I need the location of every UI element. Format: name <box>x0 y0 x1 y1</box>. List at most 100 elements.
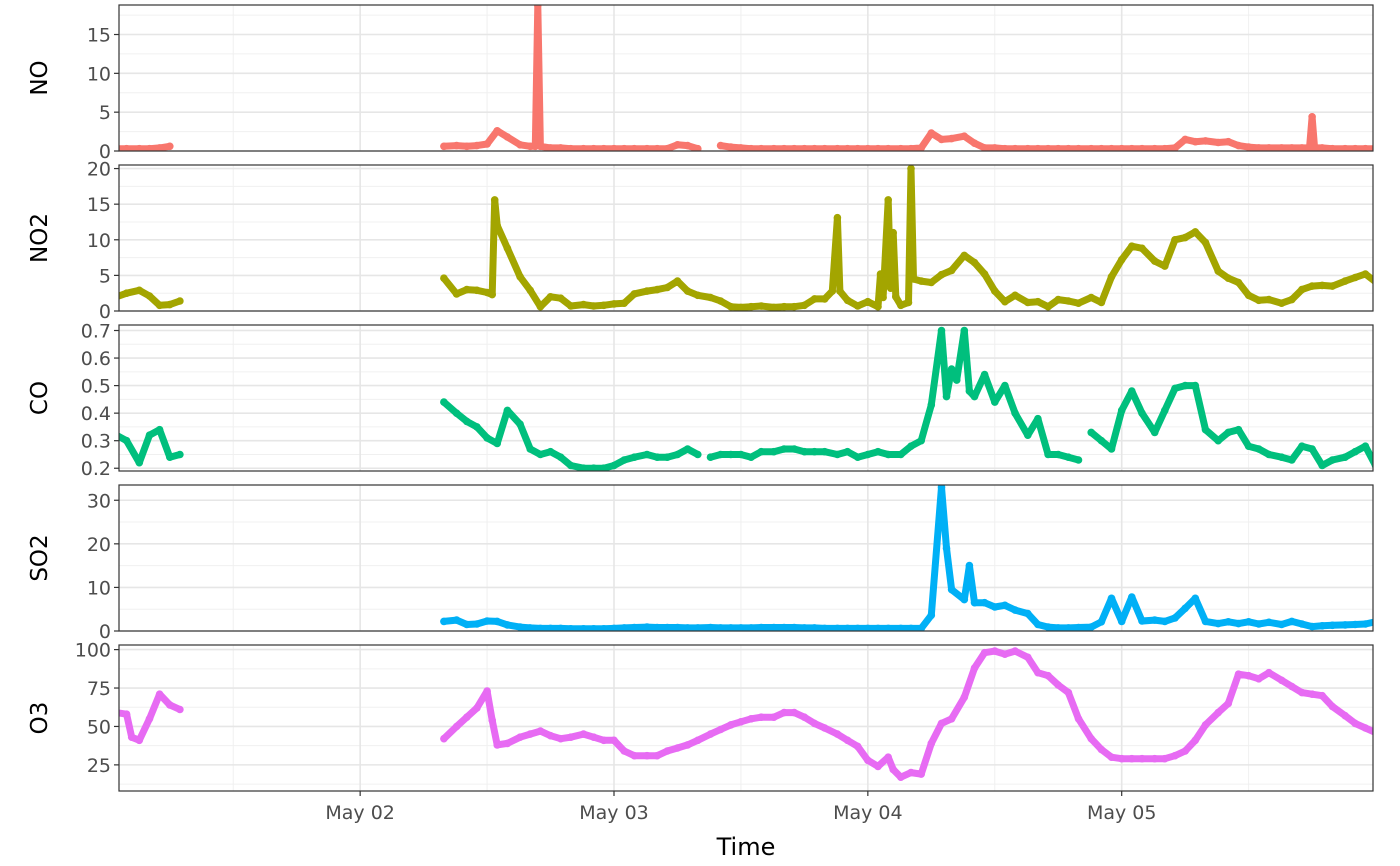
data-point <box>1064 688 1073 697</box>
data-point <box>706 293 715 302</box>
data-point <box>1161 617 1169 626</box>
data-point <box>1328 282 1337 290</box>
data-point <box>820 295 829 303</box>
facet-panels: 051015NO05101520NO20.20.30.40.50.60.7CO0… <box>27 4 1374 792</box>
data-point <box>600 625 608 631</box>
data-point <box>620 299 628 308</box>
data-point <box>727 721 735 729</box>
data-point <box>1224 274 1233 283</box>
data-point <box>810 719 819 728</box>
data-point <box>937 270 946 279</box>
data-point <box>536 624 545 631</box>
data-point <box>610 144 618 151</box>
data-point <box>800 144 809 151</box>
data-point <box>643 450 651 459</box>
data-point <box>620 624 628 631</box>
data-point <box>1171 144 1179 151</box>
data-point <box>1064 144 1073 151</box>
data-point <box>1011 144 1019 151</box>
data-point <box>1064 624 1073 631</box>
data-point <box>947 134 956 143</box>
panel-background <box>119 325 1373 471</box>
data-point <box>1201 137 1210 145</box>
data-point <box>673 744 682 752</box>
data-point <box>780 708 788 717</box>
data-point <box>1351 447 1359 456</box>
data-point <box>1128 242 1136 250</box>
x-axis: May 02 May 03 May 04 May 05 <box>325 791 1156 824</box>
data-point <box>1328 456 1337 464</box>
data-point <box>1191 736 1200 745</box>
data-point <box>1234 425 1243 434</box>
data-point <box>1024 144 1032 151</box>
data-point <box>810 295 819 303</box>
data-point <box>440 274 448 283</box>
data-point <box>579 300 588 309</box>
data-point <box>516 273 524 281</box>
data-point <box>1361 144 1370 151</box>
data-point <box>145 292 154 300</box>
data-point <box>716 450 725 459</box>
data-point <box>1107 273 1116 281</box>
data-point <box>1318 461 1326 470</box>
y-tick-label: 5 <box>99 265 111 287</box>
data-point <box>1277 299 1286 308</box>
data-point <box>727 302 735 311</box>
data-point <box>884 450 892 459</box>
data-point <box>1308 113 1316 121</box>
data-point <box>1044 450 1052 459</box>
data-point <box>1117 617 1126 626</box>
facet-panel-so2: 0 10 20 30 SO2 <box>27 484 1374 643</box>
data-point <box>980 370 989 379</box>
data-point <box>947 585 956 594</box>
data-point <box>874 762 882 771</box>
data-point <box>960 693 969 702</box>
data-point <box>1318 691 1326 700</box>
data-point <box>980 144 989 151</box>
data-point <box>864 144 872 151</box>
data-point <box>694 291 702 300</box>
data-point <box>1024 653 1032 662</box>
data-point <box>1128 593 1136 601</box>
data-point <box>122 710 131 718</box>
data-point <box>1074 299 1083 308</box>
data-point <box>927 278 936 287</box>
data-point <box>493 741 502 749</box>
y-tick-label: 10 <box>87 63 111 85</box>
data-point <box>1201 721 1210 729</box>
data-point <box>800 624 809 631</box>
data-point <box>897 450 905 459</box>
data-point <box>1224 699 1233 708</box>
y-axis-title: SO2 <box>27 534 53 581</box>
data-point <box>907 442 915 451</box>
data-point <box>864 297 872 306</box>
series-o3 <box>119 647 1373 781</box>
data-point <box>145 715 154 723</box>
data-point <box>864 756 872 765</box>
data-point <box>166 701 174 709</box>
data-point <box>1255 445 1263 453</box>
data-point <box>1107 445 1116 453</box>
data-point <box>1024 609 1032 618</box>
data-point <box>610 624 618 631</box>
data-point <box>1265 450 1273 459</box>
data-point <box>1001 297 1009 306</box>
data-point <box>1117 255 1126 264</box>
data-point <box>473 423 481 431</box>
y-tick-label: 0.7 <box>81 321 111 343</box>
data-point <box>843 624 852 631</box>
data-point <box>694 624 702 631</box>
data-point <box>1128 387 1136 395</box>
data-point <box>1107 594 1116 603</box>
data-point <box>876 270 885 278</box>
data-point <box>556 144 565 151</box>
data-point <box>1341 711 1349 720</box>
data-point <box>757 144 765 151</box>
data-point <box>909 275 918 283</box>
data-point <box>1087 144 1095 151</box>
data-point <box>488 716 497 725</box>
data-point <box>965 387 974 395</box>
data-point <box>610 461 618 470</box>
data-point <box>567 733 575 741</box>
panel-border <box>118 324 1374 472</box>
